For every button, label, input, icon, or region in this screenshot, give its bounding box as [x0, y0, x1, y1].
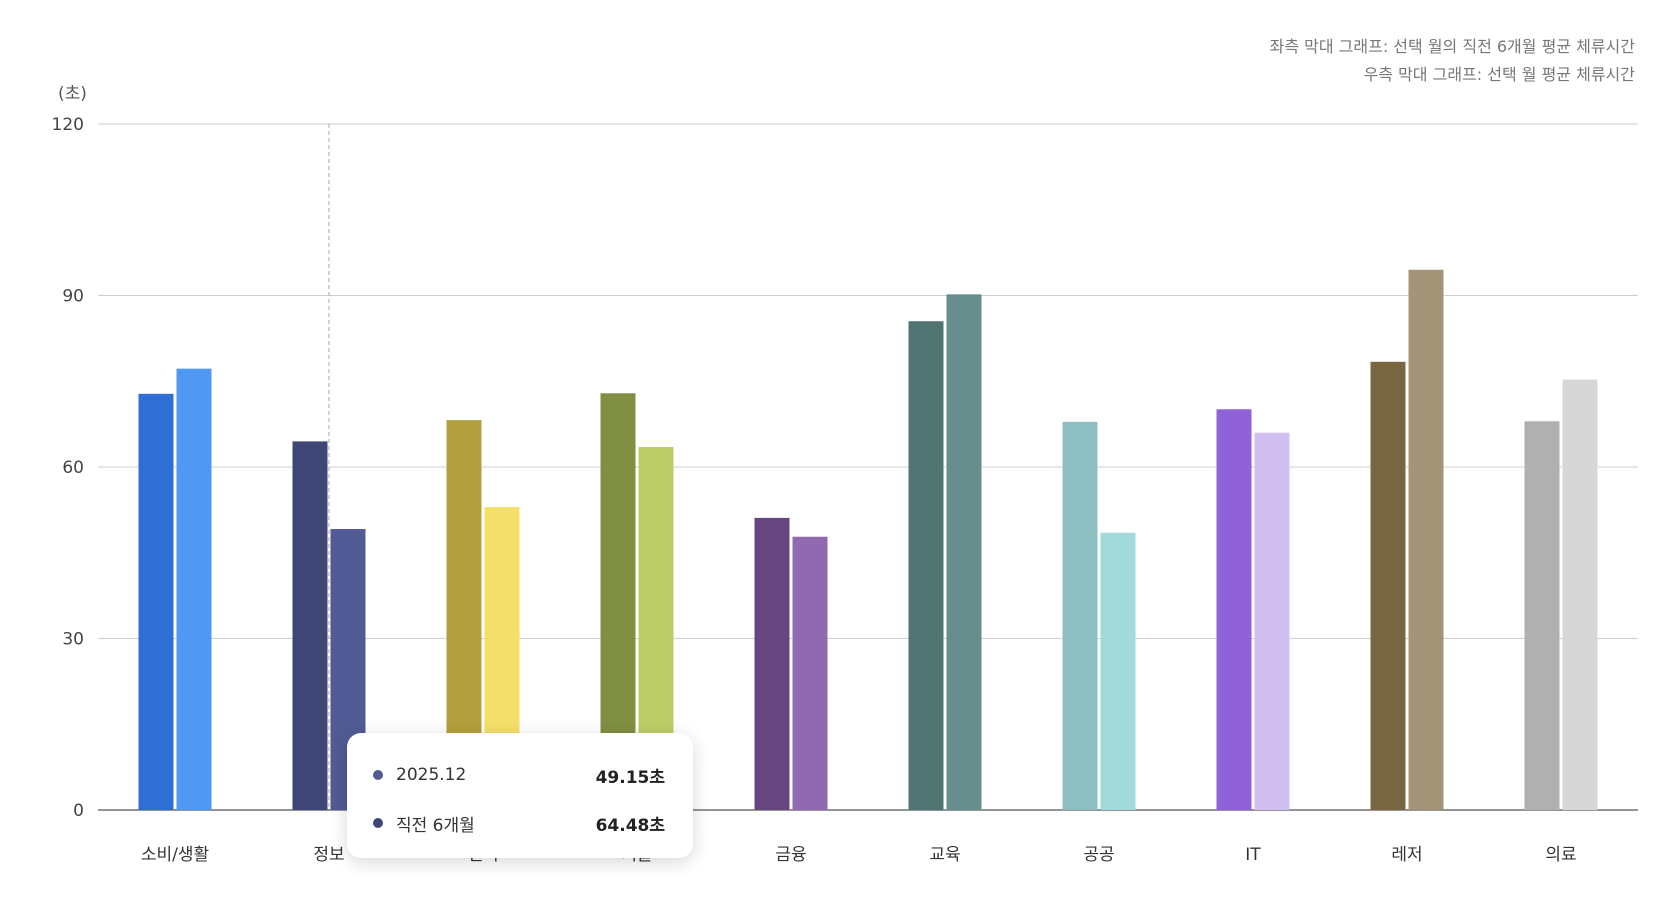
bar-previous-6-months — [138, 393, 174, 810]
x-tick-label: 교육 — [929, 845, 960, 865]
series-dot-icon — [373, 818, 383, 828]
bar-selected-month — [792, 536, 828, 810]
bar-previous-6-months — [754, 517, 790, 810]
chart-note-right-bar: 우측 막대 그래프: 선택 월 평균 체류시간 — [1363, 65, 1635, 84]
bar-selected-month — [1254, 432, 1290, 810]
x-tick-label: 정보 — [313, 845, 344, 865]
x-tick-label: IT — [1245, 845, 1261, 865]
bar-previous-6-months — [1524, 421, 1560, 810]
chart-note-left-bar: 좌측 막대 그래프: 선택 월의 직전 6개월 평균 체류시간 — [1269, 37, 1635, 56]
hover-tooltip: 2025.12 49.15초 직전 6개월 64.48초 — [347, 733, 693, 858]
bar-selected-month — [1100, 532, 1136, 810]
x-tick-label: 공공 — [1083, 845, 1114, 865]
bar-selected-month — [176, 368, 212, 810]
x-tick-label: 레저 — [1391, 845, 1422, 865]
tooltip-label: 직전 6개월 — [396, 815, 475, 836]
x-tick-label: 금융 — [775, 845, 806, 865]
bar-selected-month — [1408, 269, 1444, 810]
y-tick-label: 30 — [62, 630, 84, 650]
bar-previous-6-months — [908, 321, 944, 810]
bar-selected-month — [946, 294, 982, 810]
x-tick-label: 소비/생활 — [141, 845, 209, 865]
y-tick-label: 0 — [73, 801, 84, 821]
y-tick-label: 60 — [62, 458, 84, 478]
series-dot-icon — [373, 770, 383, 780]
y-tick-label: 120 — [52, 115, 84, 135]
tooltip-row-previous-6-months: 직전 6개월 64.48초 — [373, 811, 665, 836]
bar-previous-6-months — [292, 441, 328, 810]
tooltip-label: 2025.12 — [396, 765, 467, 785]
x-tick-label: 의료 — [1545, 845, 1576, 865]
y-tick-label: 90 — [62, 287, 84, 307]
tooltip-value: 49.15초 — [595, 767, 665, 788]
bar-previous-6-months — [1062, 421, 1098, 810]
tooltip-row-selected-month: 2025.12 49.15초 — [373, 763, 665, 788]
bar-previous-6-months — [1370, 361, 1406, 810]
bar-previous-6-months — [1216, 409, 1252, 810]
tooltip-value: 64.48초 — [595, 815, 665, 836]
bar-selected-month — [1562, 379, 1598, 810]
y-axis-unit-label: (초) — [58, 84, 87, 104]
